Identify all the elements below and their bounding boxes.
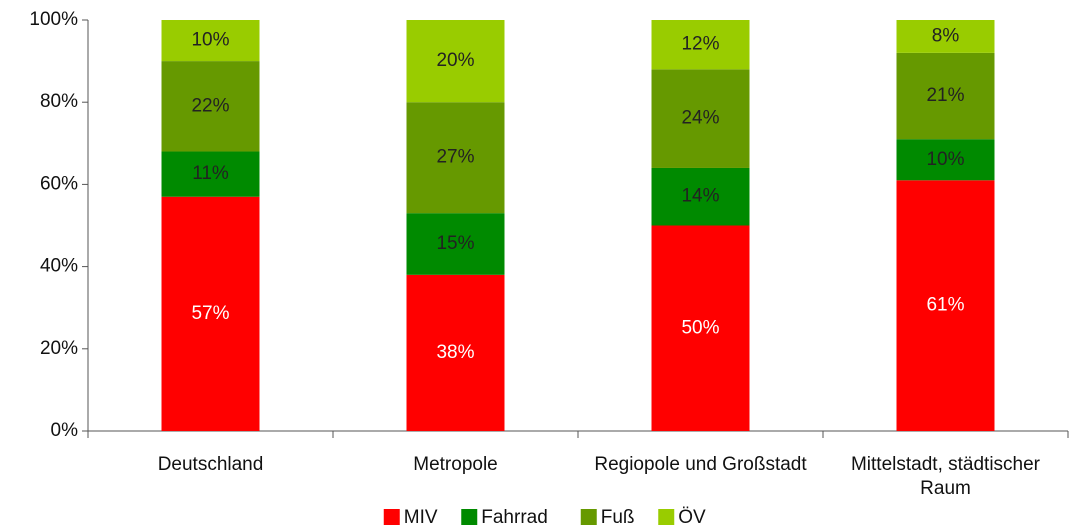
y-tick-label: 40% xyxy=(40,256,78,277)
bar-segment xyxy=(896,52,995,140)
data-label: 38% xyxy=(436,342,474,363)
bar-segment xyxy=(406,20,505,103)
legend-swatch xyxy=(580,509,597,525)
legend-label: ÖV xyxy=(678,507,706,528)
bar-segment xyxy=(896,139,995,181)
data-label: 10% xyxy=(191,30,229,51)
y-tick-label: 20% xyxy=(40,338,78,359)
x-tick-label: Metropole xyxy=(413,454,498,475)
data-label: 22% xyxy=(191,95,229,116)
data-label: 20% xyxy=(436,50,474,71)
legend-label: MIV xyxy=(404,507,438,528)
bar-segment xyxy=(651,225,750,431)
data-label: 21% xyxy=(926,85,964,106)
y-tick-label: 100% xyxy=(29,9,78,30)
data-label: 50% xyxy=(681,317,719,338)
data-label: 61% xyxy=(926,295,964,316)
legend-swatch xyxy=(383,509,400,525)
data-label: 8% xyxy=(932,25,960,46)
bar-segment xyxy=(161,20,260,62)
bar-segment xyxy=(651,20,750,70)
bar-segment xyxy=(896,20,995,53)
y-tick-label: 80% xyxy=(40,91,78,112)
data-label: 15% xyxy=(436,233,474,254)
legend-swatch xyxy=(461,509,478,525)
bar-segment xyxy=(161,196,260,431)
data-label: 12% xyxy=(681,34,719,55)
bar-segment xyxy=(651,167,750,226)
bar-segment xyxy=(161,151,260,197)
x-tick-label: Regiopole und Großstadt xyxy=(594,454,807,475)
legend-swatch xyxy=(658,509,675,525)
y-tick-label: 0% xyxy=(51,420,79,441)
data-label: 24% xyxy=(681,108,719,129)
legend-label: Fahrrad xyxy=(481,507,548,528)
bar-segment xyxy=(651,69,750,168)
bar-segment xyxy=(896,180,995,431)
y-tick-label: 60% xyxy=(40,173,78,194)
bar-segment xyxy=(406,102,505,214)
x-tick-label: Deutschland xyxy=(157,454,264,475)
legend-label: Fuß xyxy=(601,507,635,528)
data-label: 27% xyxy=(436,147,474,168)
x-tick-label: Mittelstadt, städtischer Raum xyxy=(850,454,1041,499)
data-label: 10% xyxy=(926,149,964,170)
data-label: 57% xyxy=(191,303,229,324)
bar-segment xyxy=(406,213,505,275)
data-label: 14% xyxy=(681,186,719,207)
bar-segment xyxy=(406,274,505,431)
data-label: 11% xyxy=(192,163,229,184)
bar-segment xyxy=(161,61,260,152)
